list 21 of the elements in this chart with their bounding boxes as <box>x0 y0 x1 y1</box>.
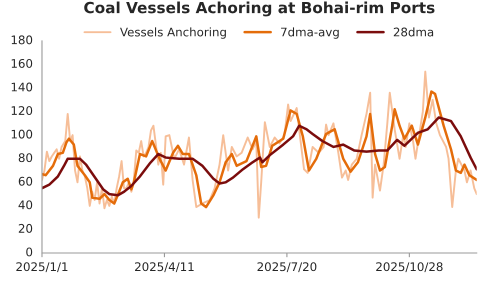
x-tick-label: 2025/10/28 <box>376 262 443 272</box>
y-tick-label: 140 <box>12 82 32 92</box>
x-tick-label: 2025/4/11 <box>135 262 194 272</box>
chart-title: Coal Vessels Achoring at Bohai-rim Ports <box>84 2 434 16</box>
y-tick-label: 40 <box>18 200 32 210</box>
line-series <box>42 70 477 219</box>
y-tick-label: 20 <box>18 224 32 233</box>
y-tick-label: 120 <box>12 106 32 116</box>
x-tick-label: 2025/7/20 <box>258 262 316 272</box>
y-tick-label: 160 <box>12 58 32 68</box>
y-tick-label: 60 <box>18 176 32 186</box>
y-tick-label: 80 <box>18 153 32 162</box>
y-tick-label: 0 <box>26 248 32 256</box>
legend-label: 7dma-avg <box>281 27 339 39</box>
legend-label: 28dma <box>394 27 434 36</box>
legend-label: Vessels Anchoring <box>120 27 226 39</box>
line-series <box>42 90 477 208</box>
y-tick-label: 100 <box>12 130 32 139</box>
y-tick-label: 180 <box>12 35 32 44</box>
x-tick-label: 2025/1/1 <box>16 262 68 272</box>
line-series <box>42 116 477 197</box>
